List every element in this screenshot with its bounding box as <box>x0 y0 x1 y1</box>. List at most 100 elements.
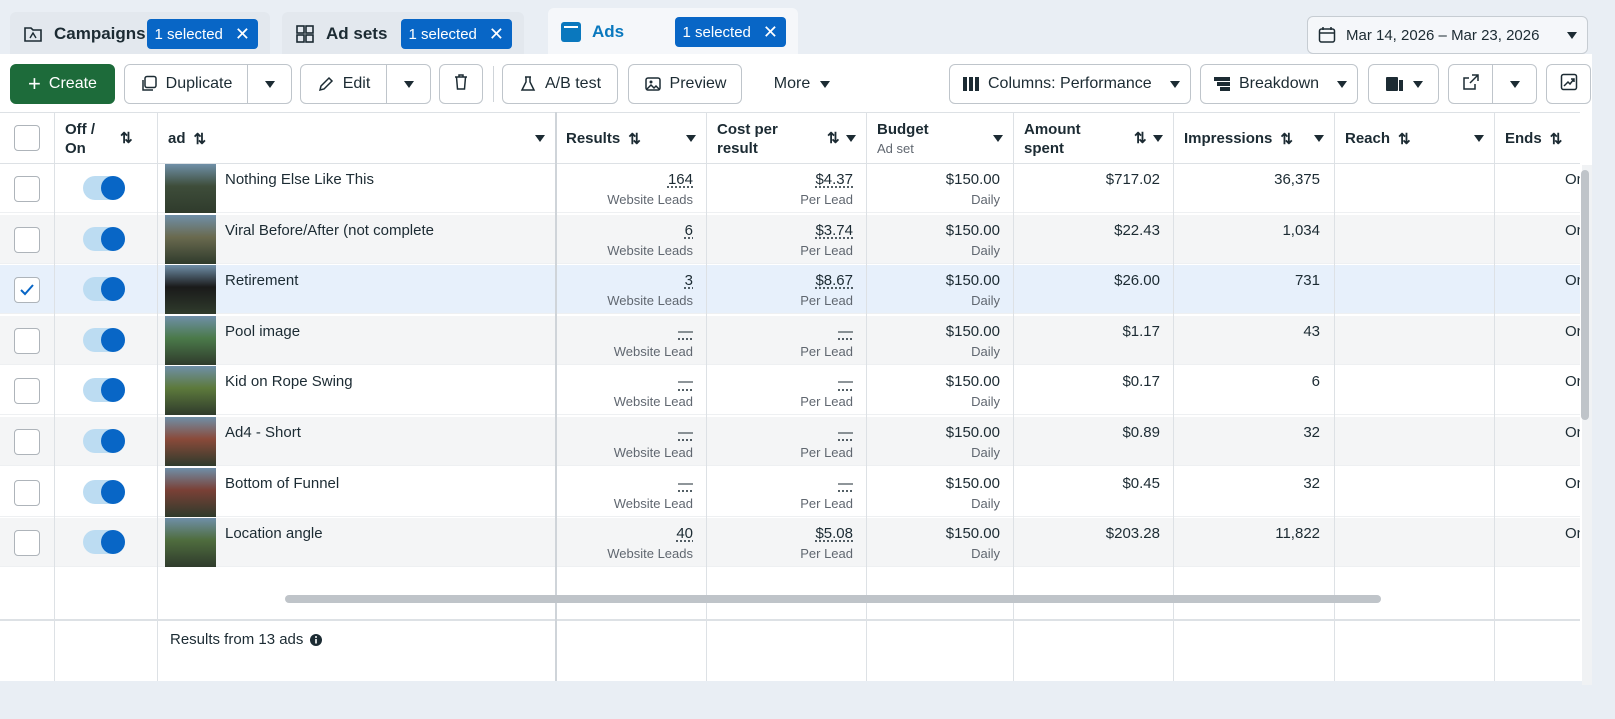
ad-thumbnail[interactable] <box>165 265 216 315</box>
vertical-scrollbar[interactable] <box>1581 170 1589 420</box>
chevron-down-icon[interactable] <box>1153 135 1163 142</box>
info-icon[interactable] <box>309 633 323 647</box>
horizontal-scrollbar[interactable] <box>285 595 1381 603</box>
header-results[interactable]: Results ⇅ <box>556 113 707 164</box>
charts-button[interactable] <box>1546 64 1591 104</box>
chevron-down-icon[interactable] <box>686 135 696 142</box>
results-value[interactable]: — <box>678 424 693 441</box>
sort-icon[interactable]: ⇅ <box>827 130 840 147</box>
ad-on-off-toggle[interactable] <box>83 277 125 302</box>
ad-thumbnail[interactable] <box>165 315 216 365</box>
row-checkbox[interactable] <box>14 530 40 557</box>
ad-thumbnail[interactable] <box>165 214 216 264</box>
sort-icon[interactable]: ⇅ <box>628 130 641 148</box>
results-value[interactable]: 3 <box>684 272 693 290</box>
results-value[interactable]: — <box>678 474 693 492</box>
cost-per-result-value[interactable]: — <box>838 373 853 391</box>
chevron-down-icon[interactable] <box>993 135 1003 142</box>
table-row[interactable]: Retirement 3 Website Leads $8.67 Per Lead $15… <box>0 265 1580 315</box>
ad-thumbnail[interactable] <box>165 518 216 568</box>
header-ends[interactable]: Ends ⇅ <box>1495 113 1580 164</box>
results-value[interactable]: — <box>678 373 693 391</box>
ad-on-off-toggle[interactable] <box>83 530 125 555</box>
cost-per-result-value[interactable]: $3.74 <box>815 221 853 239</box>
ad-name[interactable]: Ad4 - Short <box>225 424 301 441</box>
edit-dropdown[interactable] <box>386 64 431 104</box>
chevron-down-icon[interactable] <box>1314 135 1324 142</box>
row-checkbox[interactable] <box>14 327 40 354</box>
close-icon[interactable]: ✕ <box>762 22 778 42</box>
table-row[interactable]: Viral Before/After (not complete 6 Website… <box>0 214 1580 264</box>
cost-per-result-value[interactable]: $5.08 <box>815 525 853 543</box>
header-ad[interactable]: ad ⇅ <box>158 113 556 164</box>
campaigns-selected-pill[interactable]: 1 selected ✕ <box>146 19 258 49</box>
columns-button[interactable]: Columns: Performance <box>949 64 1191 104</box>
breakdown-button[interactable]: Breakdown <box>1200 64 1358 104</box>
create-button[interactable]: + Create <box>10 64 115 104</box>
ad-name[interactable]: Kid on Rope Swing <box>225 373 353 391</box>
ad-name[interactable]: Bottom of Funnel <box>225 474 340 492</box>
ad-thumbnail[interactable] <box>165 366 216 416</box>
cost-per-result-value[interactable]: — <box>838 424 853 441</box>
header-impressions[interactable]: Impressions ⇅ <box>1174 113 1335 164</box>
cost-per-result-value[interactable]: $8.67 <box>815 272 853 290</box>
ad-name[interactable]: Retirement <box>225 272 299 290</box>
ad-sets-selected-pill[interactable]: 1 selected ✕ <box>400 19 512 49</box>
sort-icon[interactable]: ⇅ <box>1398 130 1411 148</box>
results-value[interactable]: 40 <box>676 525 693 543</box>
ad-on-off-toggle[interactable] <box>83 176 125 200</box>
ad-thumbnail[interactable] <box>165 467 216 517</box>
ads-selected-pill[interactable]: 1 selected ✕ <box>674 17 786 47</box>
sort-icon[interactable]: ⇅ <box>193 130 207 148</box>
table-row[interactable]: Pool image — Website Lead — Per Lead $150.00 D… <box>0 315 1580 365</box>
sort-icon[interactable]: ⇅ <box>120 130 133 147</box>
results-value[interactable]: 164 <box>667 171 693 188</box>
ad-on-off-toggle[interactable] <box>83 479 125 504</box>
sort-icon[interactable]: ⇅ <box>1549 130 1563 148</box>
ad-on-off-toggle[interactable] <box>83 327 125 352</box>
reports-button[interactable] <box>1368 64 1439 104</box>
ad-thumbnail[interactable] <box>165 417 216 466</box>
header-amount-spent[interactable]: Amount spent ⇅ <box>1014 113 1174 164</box>
ad-name[interactable]: Viral Before/After (not complete <box>225 221 434 239</box>
header-budget[interactable]: Budget Ad set <box>867 113 1014 164</box>
chevron-down-icon[interactable] <box>535 135 545 142</box>
delete-button[interactable] <box>439 64 483 104</box>
table-row[interactable]: Location angle 40 Website Leads $5.08 Per Le… <box>0 518 1580 568</box>
select-all-checkbox[interactable] <box>14 125 40 151</box>
tab-ad-sets[interactable]: Ad sets 1 selected ✕ <box>282 12 524 56</box>
tab-campaigns[interactable]: Campaigns 1 selected ✕ <box>10 12 270 56</box>
sort-icon[interactable]: ⇅ <box>1280 130 1293 148</box>
chevron-down-icon[interactable] <box>1474 135 1484 142</box>
ad-on-off-toggle[interactable] <box>83 429 125 453</box>
ad-on-off-toggle[interactable] <box>83 378 125 403</box>
export-button[interactable] <box>1448 64 1493 104</box>
results-value[interactable]: 6 <box>684 221 693 239</box>
preview-button[interactable]: Preview <box>628 64 742 104</box>
ad-name[interactable]: Location angle <box>225 525 323 543</box>
header-cost-per-result[interactable]: Cost per result ⇅ <box>707 113 867 164</box>
row-checkbox[interactable] <box>14 277 40 304</box>
duplicate-dropdown[interactable] <box>247 64 292 104</box>
ad-name[interactable]: Pool image <box>225 322 301 340</box>
header-off-on[interactable]: Off / On ⇅ <box>55 113 158 164</box>
table-row[interactable]: Bottom of Funnel — Website Lead — Per Lead $1… <box>0 467 1580 517</box>
cost-per-result-value[interactable]: — <box>838 322 853 340</box>
export-dropdown[interactable] <box>1492 64 1537 104</box>
ad-on-off-toggle[interactable] <box>83 226 125 251</box>
table-row[interactable]: Ad4 - Short — Website Lead — Per Lead $150.00… <box>0 417 1580 466</box>
tab-ads[interactable]: Ads 1 selected ✕ <box>548 8 798 56</box>
table-row[interactable]: Nothing Else Like This 164 Website Leads $4… <box>0 164 1580 213</box>
chevron-down-icon[interactable] <box>846 135 856 142</box>
row-checkbox[interactable] <box>14 378 40 405</box>
cost-per-result-value[interactable]: $4.37 <box>815 171 853 188</box>
cost-per-result-value[interactable]: — <box>838 474 853 492</box>
close-icon[interactable]: ✕ <box>488 24 504 44</box>
row-checkbox[interactable] <box>14 429 40 455</box>
sort-icon[interactable]: ⇅ <box>1134 130 1147 147</box>
date-range-picker[interactable]: Mar 14, 2026 – Mar 23, 2026 <box>1307 16 1588 54</box>
table-row[interactable]: Kid on Rope Swing — Website Lead — Per Lead $… <box>0 366 1580 416</box>
ab-test-button[interactable]: A/B test <box>502 64 618 104</box>
results-value[interactable]: — <box>678 322 693 340</box>
ad-name[interactable]: Nothing Else Like This <box>225 171 374 188</box>
